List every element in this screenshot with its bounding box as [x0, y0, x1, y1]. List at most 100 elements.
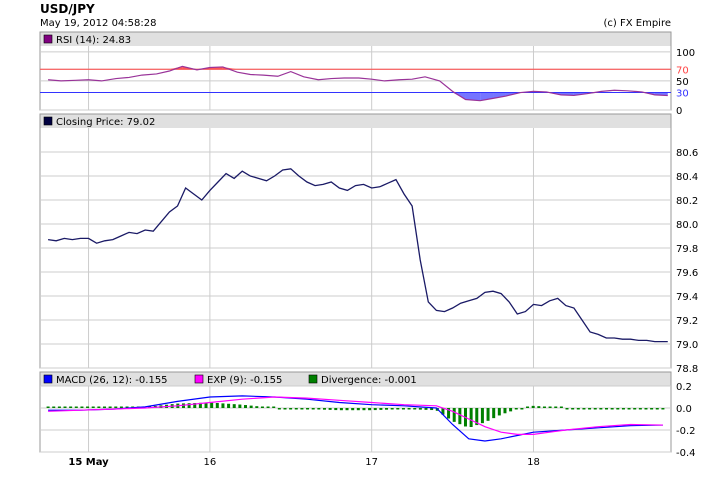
price-tick-label-2: 80.2	[676, 196, 698, 207]
divergence-bar-86	[531, 405, 535, 408]
price-series-line	[47, 168, 668, 343]
rsi-tick-label-4: 0	[676, 106, 682, 117]
divergence-swatch	[308, 374, 318, 384]
exp-swatch	[194, 374, 204, 384]
macd-tick-label-3: -0.4	[676, 448, 696, 459]
macd-legend: MACD (26, 12): -0.155	[56, 375, 168, 386]
divergence-bar-63	[401, 408, 405, 410]
divergence-bar-43	[289, 408, 293, 410]
divergence-bar-77	[480, 408, 484, 424]
price-tick-label-0: 80.6	[676, 148, 698, 159]
divergence-bar-10	[102, 406, 106, 408]
divergence-bar-41	[277, 408, 281, 410]
divergence-bar-61	[390, 408, 394, 410]
divergence-bar-76	[475, 408, 479, 426]
divergence-bar-78	[486, 408, 490, 421]
divergence-bar-38	[260, 406, 264, 408]
x-tick-label-2: 17	[365, 457, 378, 468]
divergence-bar-8	[91, 406, 95, 408]
divergence-bar-7	[86, 406, 90, 408]
divergence-bar-104	[633, 408, 637, 410]
divergence-bar-99	[605, 408, 609, 410]
divergence-bar-36	[249, 405, 253, 408]
price-tick-label-8: 79.0	[676, 340, 698, 351]
divergence-bar-2	[57, 406, 61, 408]
price-tick-label-5: 79.6	[676, 268, 698, 279]
divergence-bar-85	[526, 406, 530, 408]
rsi-legend: RSI (14): 24.83	[56, 35, 131, 46]
divergence-bar-82	[509, 408, 513, 412]
divergence-bar-80	[497, 408, 501, 416]
symbol-title: USD/JPY	[40, 2, 95, 16]
macd-swatch	[43, 374, 53, 384]
divergence-bar-27	[198, 402, 202, 408]
divergence-bar-52	[339, 408, 343, 411]
divergence-bar-105	[638, 408, 642, 410]
price-legend: Closing Price: 79.02	[56, 117, 155, 128]
divergence-bar-1	[52, 406, 56, 408]
rsi-tick-label-3: 30	[676, 89, 689, 100]
divergence-bar-95	[582, 408, 586, 410]
divergence-bar-0	[46, 406, 50, 408]
divergence-bar-73	[458, 408, 462, 425]
divergence-bar-64	[407, 408, 411, 410]
divergence-bar-14	[125, 406, 129, 408]
divergence-bar-11	[108, 406, 112, 408]
divergence-bar-29	[210, 402, 214, 408]
divergence-bar-67	[424, 408, 428, 410]
price-tick-label-4: 79.8	[676, 244, 698, 255]
divergence-bar-71	[447, 408, 451, 419]
divergence-bar-66	[418, 408, 422, 410]
rsi-tick-label-2: 50	[676, 77, 689, 88]
divergence-bar-88	[542, 406, 546, 408]
rsi-oversold-fill-31	[465, 92, 481, 101]
divergence-bar-62	[396, 408, 400, 410]
divergence-bar-35	[244, 405, 248, 408]
rsi-header-bar	[40, 32, 671, 46]
divergence-bar-6	[80, 406, 84, 408]
divergence-bar-31	[221, 403, 225, 408]
divergence-bar-92	[565, 408, 569, 410]
divergence-bar-57	[368, 408, 372, 411]
divergence-bar-65	[413, 408, 417, 410]
divergence-bar-87	[537, 406, 541, 408]
divergence-bar-4	[69, 406, 73, 408]
macd-series-line-1	[48, 396, 663, 435]
rsi-overbought-fill-9	[169, 66, 183, 70]
divergence-bar-97	[593, 408, 597, 410]
price-swatch	[43, 116, 53, 126]
divergence-bar-93	[571, 408, 575, 410]
exp-legend: EXP (9): -0.155	[207, 375, 282, 386]
macd-series-line-0	[48, 395, 663, 442]
divergence-bar-84	[520, 408, 524, 410]
divergence-bar-53	[345, 408, 349, 411]
divergence-bar-33	[232, 404, 236, 408]
divergence-bar-45	[300, 408, 304, 410]
divergence-bar-39	[266, 406, 270, 408]
divergence-bar-102	[621, 408, 625, 410]
divergence-bar-75	[469, 408, 473, 427]
rsi-panel: RSI (14): 24.83	[39, 31, 672, 111]
divergence-bar-12	[114, 406, 118, 408]
price-tick-label-3: 80.0	[676, 220, 698, 231]
divergence-bar-94	[576, 408, 580, 410]
price-tick-label-1: 80.4	[676, 172, 698, 183]
divergence-bar-44	[294, 408, 298, 410]
divergence-bar-107	[650, 408, 654, 410]
divergence-bar-30	[215, 403, 219, 408]
divergence-bar-55	[356, 408, 360, 411]
divergence-legend: Divergence: -0.001	[321, 375, 417, 386]
divergence-bar-56	[362, 408, 366, 411]
divergence-bar-68	[430, 408, 434, 411]
divergence-bar-9	[97, 406, 101, 408]
macd-tick-label-0: 0.2	[676, 382, 692, 393]
divergence-bar-60	[385, 408, 389, 410]
divergence-bar-96	[588, 408, 592, 410]
divergence-bar-42	[283, 408, 287, 410]
divergence-bar-81	[503, 408, 507, 414]
x-tick-label-0: 15 May	[68, 457, 109, 468]
x-tick-label-3: 18	[527, 457, 540, 468]
x-tick-label-1: 16	[204, 457, 217, 468]
divergence-bar-5	[74, 406, 78, 408]
